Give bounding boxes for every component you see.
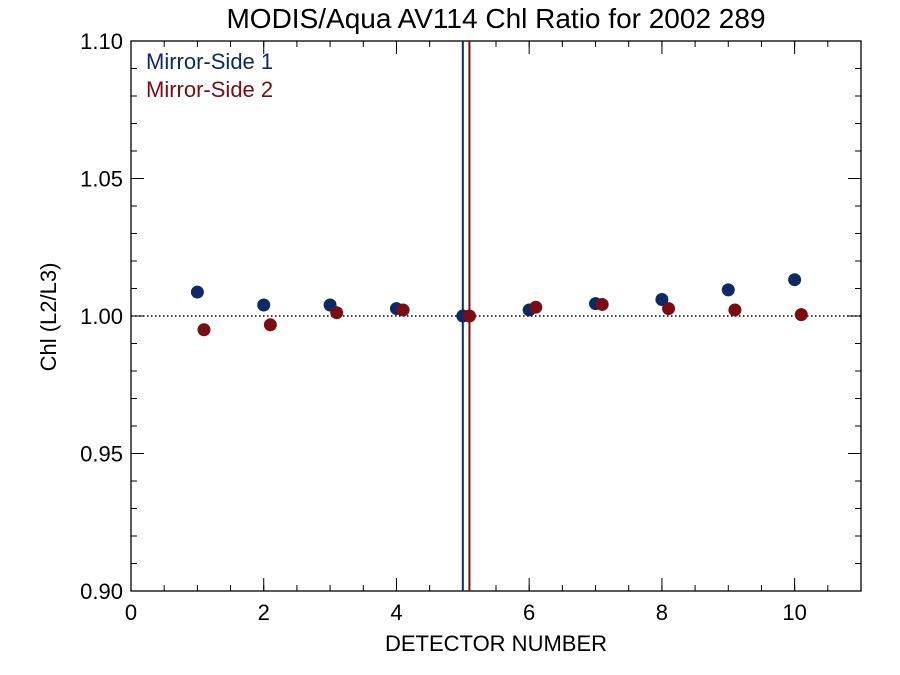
data-point [721, 283, 735, 297]
x-tick-label: 8 [656, 600, 668, 625]
data-point [263, 318, 277, 332]
y-axis-label: Chl (L2/L3) [36, 263, 61, 372]
x-axis-label: DETECTOR NUMBER [385, 631, 607, 656]
y-tick-label: 1.10 [80, 29, 123, 54]
data-point [595, 297, 609, 311]
x-tick-label: 0 [125, 600, 137, 625]
data-point [396, 303, 410, 317]
y-tick-label: 0.95 [80, 442, 123, 467]
legend-entry: Mirror-Side 1 [146, 49, 273, 74]
x-tick-label: 6 [523, 600, 535, 625]
x-tick-label: 2 [258, 600, 270, 625]
y-tick-label: 1.05 [80, 167, 123, 192]
data-point [788, 273, 802, 287]
data-point [655, 293, 669, 306]
data-point [190, 285, 204, 299]
data-point [462, 309, 476, 323]
data-point [257, 298, 271, 312]
plot-area: 0 2 4 6 8 10 0.90 0.95 1.00 1.05 1.10 Mirror-Side 1… [80, 29, 862, 625]
y-tick-label: 0.90 [80, 579, 123, 604]
data-point [794, 308, 808, 322]
data-point [728, 303, 742, 317]
legend-entry: Mirror-Side 2 [146, 77, 273, 102]
data-point [662, 302, 676, 316]
x-tick-label: 4 [390, 600, 402, 625]
y-tick-label: 1.00 [80, 304, 123, 329]
x-tick-label: 10 [782, 600, 806, 625]
data-point [529, 300, 543, 314]
data-point [330, 306, 344, 320]
data-point [197, 323, 211, 337]
chart-title: MODIS/Aqua AV114 Chl Ratio for 2002 289 [226, 3, 765, 34]
